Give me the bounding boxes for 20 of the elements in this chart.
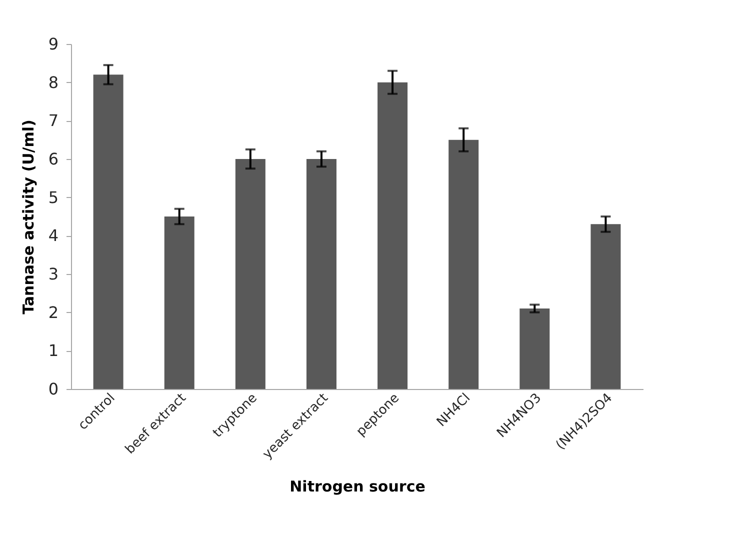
x-axis-title: Nitrogen source — [290, 477, 426, 496]
bar — [520, 308, 550, 389]
y-tick-label: 2 — [48, 302, 58, 322]
bar — [306, 159, 336, 389]
y-tick-label: 0 — [48, 380, 58, 398]
bar — [590, 224, 621, 389]
bar — [164, 216, 194, 389]
y-tick-label: 1 — [48, 341, 58, 360]
bar — [448, 140, 479, 389]
y-tick-label: 8 — [48, 72, 58, 92]
bar — [235, 159, 266, 389]
y-axis-title: Tannase activity (U/ml) — [19, 120, 38, 314]
y-tick-label: 7 — [48, 111, 58, 130]
bar — [93, 74, 124, 389]
y-tick-label: 5 — [48, 188, 58, 207]
y-tick-label: 3 — [48, 264, 58, 284]
y-tick-label: 4 — [48, 226, 58, 246]
y-tick-label: 9 — [48, 34, 58, 54]
bar — [378, 82, 408, 389]
y-tick-label: 6 — [48, 150, 58, 168]
